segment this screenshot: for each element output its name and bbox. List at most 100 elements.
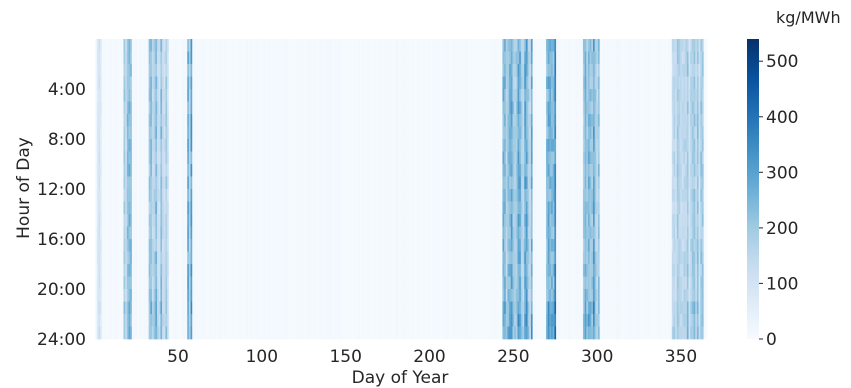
heatmap-cell	[242, 89, 245, 102]
heatmap-cell	[190, 214, 193, 227]
heatmap-cell	[245, 176, 248, 190]
heatmap-cell	[351, 264, 354, 277]
heatmap-cell	[262, 114, 265, 127]
heatmap-cell	[178, 239, 181, 252]
heatmap-cell	[247, 51, 250, 65]
heatmap-cell	[207, 114, 210, 127]
heatmap-cell	[193, 326, 196, 340]
heatmap-cell	[192, 189, 195, 202]
heatmap-cell	[121, 326, 124, 340]
heatmap-cell	[304, 139, 307, 152]
heatmap-cell	[281, 226, 284, 240]
heatmap-cell	[324, 189, 327, 202]
heatmap-cell	[413, 314, 416, 327]
heatmap-cell	[324, 114, 327, 127]
heatmap-cell	[254, 164, 257, 177]
heatmap-cell	[348, 176, 351, 190]
heatmap-cell	[217, 64, 220, 77]
heatmap-cell	[282, 214, 285, 227]
heatmap-cell	[311, 251, 314, 265]
heatmap-cell	[145, 114, 148, 127]
heatmap-cell	[420, 301, 423, 315]
heatmap-cell	[146, 226, 150, 240]
heatmap-cell	[120, 314, 123, 327]
heatmap-cell	[311, 51, 314, 65]
heatmap-cell	[438, 189, 441, 202]
heatmap-cell	[140, 114, 143, 127]
heatmap-cell	[210, 151, 213, 165]
heatmap-cell	[135, 164, 138, 177]
heatmap-cell	[418, 214, 421, 227]
heatmap-cell	[311, 239, 314, 252]
heatmap-cell	[244, 89, 247, 102]
heatmap-cell	[237, 276, 240, 290]
heatmap-cell	[318, 39, 321, 52]
heatmap-cell	[416, 89, 419, 102]
heatmap-cell	[302, 314, 305, 327]
heatmap-cell	[130, 51, 133, 65]
heatmap-cell	[297, 101, 300, 115]
heatmap-cell	[210, 239, 213, 252]
heatmap-cell	[153, 164, 156, 177]
heatmap-cell	[257, 214, 260, 227]
heatmap-cell	[341, 326, 344, 340]
heatmap-cell	[140, 76, 143, 90]
heatmap-cell	[437, 301, 440, 315]
heatmap-cell	[123, 176, 126, 190]
heatmap-cell	[361, 276, 364, 290]
heatmap-cell	[311, 164, 314, 177]
heatmap-cell	[207, 51, 210, 65]
heatmap-cell	[400, 239, 403, 252]
heatmap-cell	[205, 214, 208, 227]
heatmap-cell	[363, 51, 366, 65]
heatmap-cell	[380, 126, 383, 140]
heatmap-cell	[433, 264, 436, 277]
heatmap-cell	[400, 276, 403, 290]
heatmap-cell	[183, 151, 186, 165]
heatmap-cell	[279, 189, 282, 202]
heatmap-cell	[364, 201, 367, 215]
heatmap-cell	[375, 151, 378, 165]
heatmap-cell	[235, 189, 238, 202]
heatmap-cell	[262, 126, 265, 140]
heatmap-cell	[209, 139, 212, 152]
heatmap-cell	[237, 189, 240, 202]
heatmap-cell	[432, 89, 435, 102]
heatmap-cell	[106, 89, 109, 102]
heatmap-cell	[123, 226, 126, 240]
heatmap-cell	[173, 314, 176, 327]
heatmap-cell	[165, 176, 168, 190]
heatmap-cell	[316, 151, 319, 165]
heatmap-cell	[210, 251, 213, 265]
heatmap-cell	[306, 226, 309, 240]
heatmap-cell	[274, 151, 277, 165]
heatmap-cell	[182, 126, 185, 140]
heatmap-cell	[200, 264, 203, 277]
heatmap-cell	[126, 101, 129, 115]
heatmap-cell	[202, 301, 205, 315]
heatmap-cell	[378, 151, 381, 165]
heatmap-cell	[354, 76, 357, 90]
heatmap-cell	[225, 239, 228, 252]
heatmap-cell	[381, 139, 384, 152]
heatmap-cell	[338, 214, 341, 227]
heatmap-cell	[180, 139, 183, 152]
heatmap-cell	[146, 214, 150, 227]
heatmap-cell	[426, 301, 430, 315]
heatmap-cell	[264, 151, 267, 165]
heatmap-cell	[426, 76, 430, 90]
heatmap-cell	[351, 276, 354, 290]
heatmap-cell	[289, 164, 292, 177]
heatmap-cell	[299, 151, 302, 165]
heatmap-cell	[276, 39, 279, 52]
heatmap-cell	[120, 164, 123, 177]
heatmap-cell	[135, 301, 138, 315]
heatmap-cell	[306, 101, 309, 115]
heatmap-cell	[121, 51, 124, 65]
heatmap-cell	[227, 176, 230, 190]
heatmap-cell	[333, 201, 336, 215]
heatmap-cell	[435, 139, 438, 152]
heatmap-cell	[314, 276, 317, 290]
heatmap-cell	[432, 326, 435, 340]
heatmap-cell	[334, 176, 337, 190]
